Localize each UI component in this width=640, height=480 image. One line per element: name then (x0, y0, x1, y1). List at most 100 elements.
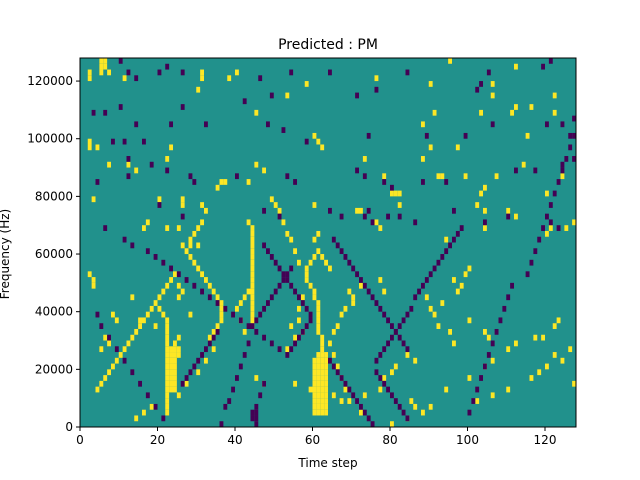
heatmap-cell-high (219, 179, 224, 185)
heatmap-cell-low (153, 403, 158, 410)
heatmap-cell-low (211, 334, 216, 341)
heatmap-cell-low (331, 236, 336, 243)
heatmap-cell-high (324, 398, 329, 404)
heatmap-cell-low (421, 282, 425, 289)
heatmap-cell-high (250, 271, 255, 278)
heatmap-cell-low (386, 317, 391, 324)
heatmap-cell-high (153, 300, 158, 306)
heatmap-cell-high (312, 386, 317, 393)
heatmap-cell-low (386, 340, 391, 347)
heatmap-cell-low (180, 213, 185, 220)
heatmap-cell-high (548, 225, 553, 231)
heatmap-cell-high (111, 311, 115, 318)
heatmap-cell-high (242, 294, 247, 301)
heatmap-cell-high (204, 207, 208, 214)
heatmap-cell-low (285, 271, 290, 278)
heatmap-cell-high (161, 288, 166, 295)
heatmap-cell-high (397, 190, 402, 197)
heatmap-cell-high (142, 409, 146, 416)
heatmap-cell-high (312, 236, 317, 243)
heatmap-cell-low (250, 409, 255, 416)
heatmap-cell-high (215, 323, 220, 329)
heatmap-cell-low (568, 132, 573, 139)
heatmap-cell-high (188, 242, 193, 249)
heatmap-cell-low (413, 219, 418, 226)
heatmap-cell-high (180, 196, 185, 203)
chart-title: Predicted : PM (278, 37, 378, 53)
heatmap-cell-high (165, 340, 170, 347)
heatmap-cell-low (107, 334, 112, 341)
heatmap-cell-low (479, 375, 484, 381)
heatmap-cell-high (169, 352, 174, 358)
heatmap-cell-high (316, 369, 321, 376)
heatmap-cell-high (320, 375, 325, 381)
heatmap-cell-high (393, 363, 398, 370)
heatmap-cell-low (138, 380, 143, 387)
heatmap-cell-high (459, 282, 464, 289)
y-axis: 0 20000 40000 60000 80000 100000 120000 (27, 74, 80, 434)
heatmap-cell-high (184, 248, 189, 255)
heatmap-cell-high (552, 109, 557, 116)
heatmap-cell-low (122, 236, 127, 243)
heatmap-cell-high (428, 81, 433, 87)
heatmap-cell-high (316, 403, 321, 410)
heatmap-cell-low (254, 328, 259, 335)
heatmap-cell-high (200, 69, 205, 76)
heatmap-cell-high (138, 323, 143, 329)
heatmap-cell-low (401, 317, 406, 324)
heatmap-cell-high (277, 207, 282, 214)
heatmap-cell-high (250, 277, 255, 283)
heatmap-cell-low (157, 202, 162, 208)
heatmap-cell-low (440, 254, 445, 260)
heatmap-cell-high (107, 69, 112, 76)
heatmap-cell-high (324, 369, 329, 376)
heatmap-cell-low (397, 323, 402, 329)
heatmap-cell-high (525, 132, 530, 139)
heatmap-cell-high (343, 305, 348, 312)
heatmap-cell-low (339, 375, 344, 381)
heatmap-cell-high (490, 92, 495, 99)
heatmap-cell-low (277, 346, 282, 353)
heatmap-cell-low (238, 363, 243, 370)
heatmap-cell-low (452, 236, 456, 243)
heatmap-cell-high (444, 236, 449, 243)
heatmap-cell-high (293, 380, 298, 387)
heatmap-cell-low (328, 357, 332, 364)
heatmap-cell-high (289, 236, 294, 243)
heatmap-cell-low (126, 69, 131, 76)
heatmap-cell-high (316, 311, 321, 318)
heatmap-cell-low (238, 317, 243, 324)
heatmap-cell-high (436, 173, 441, 180)
heatmap-cell-high (165, 282, 170, 289)
heatmap-cell-high (165, 156, 170, 162)
heatmap-cell-low (444, 248, 449, 255)
heatmap-cell-high (169, 144, 174, 151)
heatmap-cell-low (285, 352, 290, 358)
heatmap-cell-low (254, 415, 259, 422)
heatmap-cell-high (173, 380, 177, 387)
heatmap-cell-high (521, 161, 526, 168)
heatmap-cell-high (173, 346, 177, 353)
y-tick-label: 100000 (27, 132, 73, 146)
heatmap-cell-high (324, 392, 329, 399)
heatmap-cell-high (339, 398, 344, 404)
heatmap-cell-low (122, 357, 127, 364)
heatmap-cell-low (328, 207, 332, 214)
heatmap-cell-high (316, 398, 321, 404)
heatmap-cell-low (560, 167, 565, 174)
heatmap-cell-high (250, 294, 255, 301)
heatmap-cell-high (556, 317, 561, 324)
heatmap-cell-low (289, 69, 294, 76)
heatmap-cell-high (316, 138, 321, 145)
heatmap-cell-high (316, 305, 321, 312)
heatmap-cell-low (192, 282, 197, 289)
heatmap-cell-low (483, 219, 487, 226)
heatmap-cell-high (374, 219, 379, 226)
heatmap-cell-low (486, 69, 491, 76)
heatmap-cell-high (455, 288, 460, 295)
heatmap-cell-high (293, 334, 298, 341)
heatmap-cell-high (331, 392, 336, 399)
heatmap-cell-low (269, 254, 274, 260)
heatmap-cell-high (99, 63, 104, 70)
heatmap-cell-high (180, 202, 185, 208)
